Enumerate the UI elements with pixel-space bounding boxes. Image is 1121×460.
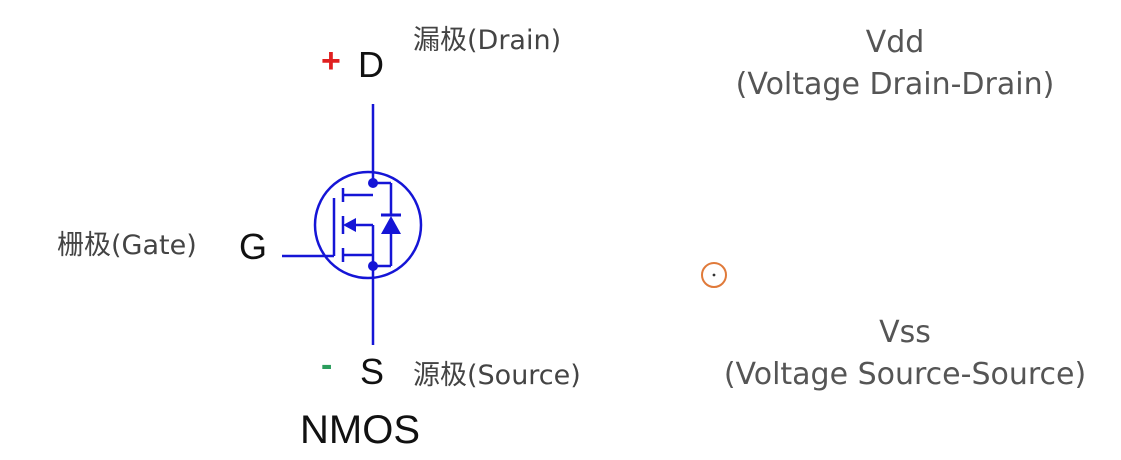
drain-junction-dot	[368, 178, 378, 188]
vss-name: Vss	[879, 315, 931, 350]
drain-polarity-sign: +	[321, 42, 341, 80]
device-label: NMOS	[300, 408, 420, 452]
vdd-expansion: (Voltage Drain-Drain)	[735, 67, 1055, 102]
source-symbol: S	[360, 351, 385, 392]
source-polarity-sign: -	[321, 346, 333, 384]
mosfet-body-circle	[313, 170, 423, 280]
source-label: 源极(Source)	[413, 360, 581, 391]
vss-expansion: (Voltage Source-Source)	[723, 357, 1087, 392]
gate-label: 栅极(Gate)	[57, 230, 197, 261]
channel-arrow	[343, 218, 356, 232]
drain-label: 漏极(Drain)	[413, 25, 562, 56]
cursor-target-icon	[701, 262, 727, 288]
vdd-name: Vdd	[865, 25, 925, 60]
diode-triangle	[381, 216, 401, 234]
gate-symbol: G	[239, 226, 268, 267]
drain-symbol: D	[358, 44, 384, 85]
source-junction-dot	[368, 261, 378, 271]
